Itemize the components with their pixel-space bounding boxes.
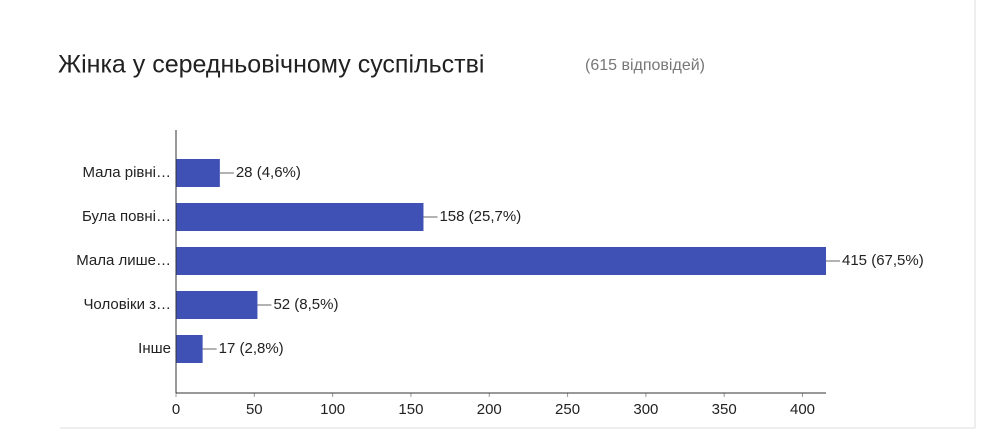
chart-subtitle: (615 відповідей) — [585, 57, 705, 74]
x-tick-label: 200 — [477, 401, 502, 418]
y-tick-label: Мала лише… — [76, 252, 171, 269]
y-tick-label: Була повні… — [82, 208, 171, 225]
x-tick-label: 250 — [555, 401, 580, 418]
value-label: 158 (25,7%) — [439, 208, 521, 225]
x-tick-label: 400 — [790, 401, 815, 418]
y-tick-label: Мала рівні… — [82, 164, 171, 181]
value-label: 17 (2,8%) — [219, 340, 284, 357]
chart-title: Жінка у середньовічному суспільстві — [58, 51, 484, 79]
bar — [176, 159, 220, 187]
y-tick-label: Чоловіки з… — [83, 296, 171, 313]
x-tick-label: 150 — [398, 401, 423, 418]
bar — [176, 203, 424, 231]
x-tick-label: 0 — [172, 401, 180, 418]
value-label: 52 (8,5%) — [273, 296, 338, 313]
value-label: 28 (4,6%) — [236, 164, 301, 181]
x-tick-label: 350 — [712, 401, 737, 418]
x-tick-label: 50 — [246, 401, 263, 418]
x-tick-label: 300 — [633, 401, 658, 418]
bar — [176, 247, 826, 275]
value-label: 415 (67,5%) — [842, 252, 924, 269]
bar — [176, 291, 258, 319]
y-tick-label: Інше — [138, 340, 171, 357]
bar — [176, 335, 203, 363]
x-tick-label: 100 — [320, 401, 345, 418]
